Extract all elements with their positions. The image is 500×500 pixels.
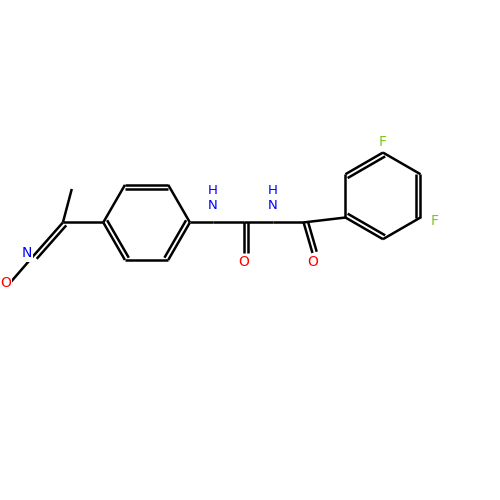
Text: F: F: [379, 134, 387, 148]
Text: H
N: H N: [268, 184, 278, 212]
Text: N: N: [22, 246, 32, 260]
Text: F: F: [430, 214, 438, 228]
Text: H
N: H N: [208, 184, 218, 212]
Text: O: O: [238, 255, 249, 269]
Text: O: O: [307, 255, 318, 269]
Text: O: O: [0, 276, 11, 290]
